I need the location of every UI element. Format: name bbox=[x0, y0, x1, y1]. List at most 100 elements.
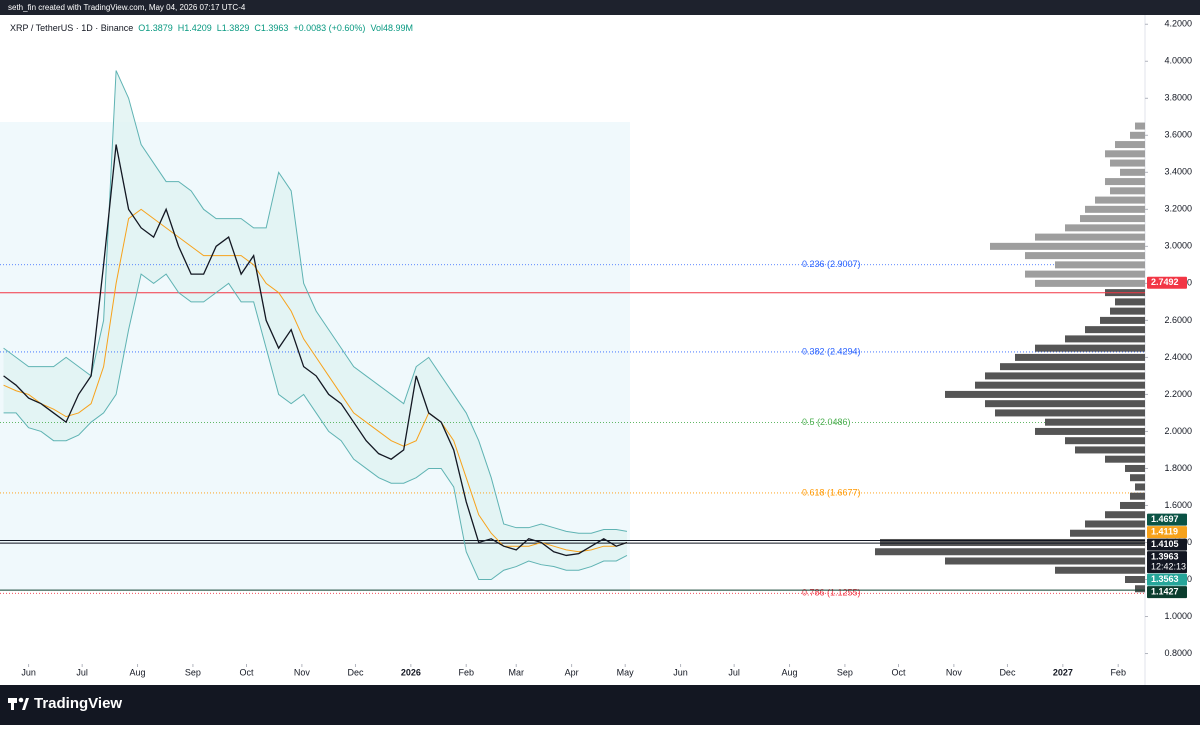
brand: TradingView bbox=[34, 695, 122, 712]
ohlc-value: H1.4209 bbox=[178, 23, 212, 33]
volume-profile-bar bbox=[1120, 168, 1145, 176]
y-tick-label: 2.0000 bbox=[1164, 426, 1192, 436]
x-tick-label: Dec bbox=[999, 667, 1016, 677]
volume-profile-bar bbox=[1035, 427, 1145, 435]
volume-profile-bar bbox=[1135, 122, 1145, 130]
volume-profile-bar bbox=[975, 381, 1145, 389]
volume-profile-bar bbox=[1055, 261, 1145, 269]
y-tick-label: 2.6000 bbox=[1164, 315, 1192, 325]
y-tick-label: 3.0000 bbox=[1164, 241, 1192, 251]
volume-profile-bar bbox=[1130, 474, 1145, 482]
band-line bbox=[3, 273, 628, 581]
countdown: 12:42:13 bbox=[1151, 561, 1186, 571]
y-tick-label: 1.8000 bbox=[1164, 463, 1192, 473]
x-tick-label: Jun bbox=[21, 667, 36, 677]
volume-profile-bar bbox=[990, 242, 1145, 250]
y-tick-label: 4.2000 bbox=[1164, 19, 1192, 29]
volume-profile-bar bbox=[1115, 141, 1145, 149]
symbol: XRP / TetherUS · 1D · Binance bbox=[10, 23, 133, 33]
price-label: 1.3963 bbox=[1151, 551, 1179, 561]
x-tick-label: Mar bbox=[508, 667, 524, 677]
fib-label: 0.236 (2.9007) bbox=[802, 259, 861, 269]
price-label-box bbox=[1147, 538, 1187, 551]
volume-profile-bar bbox=[1130, 131, 1145, 139]
volume-profile-bar bbox=[1015, 353, 1145, 361]
volume-profile-bar bbox=[1035, 233, 1145, 241]
volume-profile-bar bbox=[1085, 520, 1145, 528]
y-tick-label: 0.8000 bbox=[1164, 648, 1192, 658]
x-tick-label: Nov bbox=[294, 667, 311, 677]
price-label: 1.4697 bbox=[1151, 514, 1179, 524]
x-tick-label: 2027 bbox=[1053, 667, 1073, 677]
y-tick-label: 3.2000 bbox=[1164, 204, 1192, 214]
price-label-box bbox=[1147, 526, 1187, 539]
band-line bbox=[3, 70, 628, 534]
top-bar bbox=[0, 0, 1200, 15]
volume-profile-bar bbox=[1000, 363, 1145, 371]
volume-profile-bar bbox=[1085, 326, 1145, 334]
volume-profile-bar bbox=[1105, 511, 1145, 519]
volume-profile-bar bbox=[985, 372, 1145, 380]
basis-line bbox=[3, 208, 628, 553]
y-tick-label: 3.4000 bbox=[1164, 167, 1192, 177]
price-label-box bbox=[1147, 573, 1187, 586]
price-label: 1.4119 bbox=[1151, 526, 1178, 536]
price-label: 1.3563 bbox=[1151, 574, 1179, 584]
volume-profile-bar bbox=[945, 390, 1145, 398]
ohlc-value: C1.3963 bbox=[254, 23, 288, 33]
volume-profile-bar bbox=[1085, 205, 1145, 213]
volume-profile-bar bbox=[1110, 187, 1145, 195]
fib-label: 0.5 (2.0486) bbox=[802, 417, 851, 427]
x-tick-label: May bbox=[617, 667, 635, 677]
x-tick-label: Oct bbox=[891, 667, 906, 677]
volume-profile-bar bbox=[1070, 529, 1145, 537]
y-tick-label: 3.8000 bbox=[1164, 93, 1192, 103]
price-label: 1.4105 bbox=[1151, 539, 1179, 549]
y-tick-label: 2.2000 bbox=[1164, 389, 1192, 399]
x-tick-label: Aug bbox=[782, 667, 798, 677]
x-tick-label: Sep bbox=[185, 667, 201, 677]
y-tick-label: 2.4000 bbox=[1164, 352, 1192, 362]
ohlc-value: Vol48.99M bbox=[370, 23, 413, 33]
volume-profile-bar bbox=[1105, 150, 1145, 158]
volume-profile-bar bbox=[1135, 585, 1145, 593]
band-fill bbox=[3, 70, 627, 580]
brand-logo bbox=[8, 697, 29, 710]
price-label: 2.7492 bbox=[1151, 277, 1179, 287]
volume-profile-bar bbox=[1100, 316, 1145, 324]
x-tick-label: Apr bbox=[565, 667, 579, 677]
volume-profile-bar bbox=[1105, 455, 1145, 463]
y-tick-label: 1.6000 bbox=[1164, 500, 1192, 510]
x-tick-label: Aug bbox=[130, 667, 146, 677]
fib-label: 0.382 (2.4294) bbox=[802, 346, 861, 356]
price-label-box bbox=[1147, 513, 1187, 526]
volume-profile-bar bbox=[880, 538, 1145, 546]
y-tick-label: 4.0000 bbox=[1164, 56, 1192, 66]
x-tick-label: Nov bbox=[946, 667, 963, 677]
x-tick-label: Feb bbox=[1110, 667, 1126, 677]
volume-profile-bar bbox=[1065, 335, 1145, 343]
volume-profile-bar bbox=[995, 409, 1145, 417]
ohlc-value: L1.3829 bbox=[217, 23, 250, 33]
volume-profile-bar bbox=[1125, 464, 1145, 472]
price-line-series bbox=[3, 144, 628, 557]
fib-label: 0.786 (1.1255) bbox=[802, 588, 861, 598]
x-tick-label: Jun bbox=[673, 667, 688, 677]
volume-profile-bar bbox=[985, 400, 1145, 408]
volume-profile-bar bbox=[1110, 307, 1145, 315]
price-label-box bbox=[1147, 551, 1187, 574]
symbol-legend: XRP / TetherUS · 1D · Binance O1.3879 H1.4… bbox=[10, 23, 413, 33]
volume-profile-bar bbox=[1125, 576, 1145, 584]
y-tick-label: 3.6000 bbox=[1164, 130, 1192, 140]
volume-profile-bar bbox=[1095, 196, 1145, 204]
volume-profile-bar bbox=[1075, 446, 1145, 454]
volume-profile-bar bbox=[875, 548, 1145, 556]
fib-label: 0.618 (1.6677) bbox=[802, 487, 861, 497]
volume-profile-bar bbox=[1135, 483, 1145, 491]
price-label-box bbox=[1147, 276, 1187, 289]
x-tick-label: Oct bbox=[239, 667, 254, 677]
volume-profile-bar bbox=[1105, 178, 1145, 186]
volume-profile-bar bbox=[1035, 344, 1145, 352]
volume-profile-bar bbox=[1045, 418, 1145, 426]
